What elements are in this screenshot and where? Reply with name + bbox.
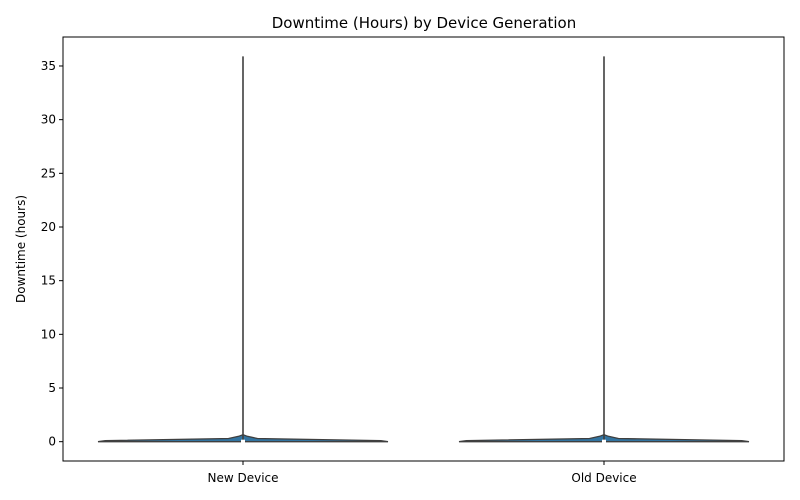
x-tick-label: New Device	[207, 471, 278, 485]
chart-title: Downtime (Hours) by Device Generation	[272, 14, 577, 32]
y-tick-label: 20	[41, 220, 56, 234]
y-tick-label: 10	[41, 327, 56, 341]
y-axis-label: Downtime (hours)	[14, 195, 28, 303]
x-tick-label: Old Device	[571, 471, 636, 485]
plot-frame	[62, 36, 785, 462]
y-tick-label: 25	[41, 166, 56, 180]
median-marker	[241, 439, 245, 444]
y-tick-label: 0	[48, 435, 56, 449]
y-tick-label: 35	[41, 59, 56, 73]
y-tick-label: 30	[41, 113, 56, 127]
median-marker	[602, 439, 606, 444]
y-tick-label: 15	[41, 274, 56, 288]
y-tick-label: 5	[48, 381, 56, 395]
plot-area: 0 5 10 15 20 25 30 35 New Device Old Device	[41, 56, 750, 485]
